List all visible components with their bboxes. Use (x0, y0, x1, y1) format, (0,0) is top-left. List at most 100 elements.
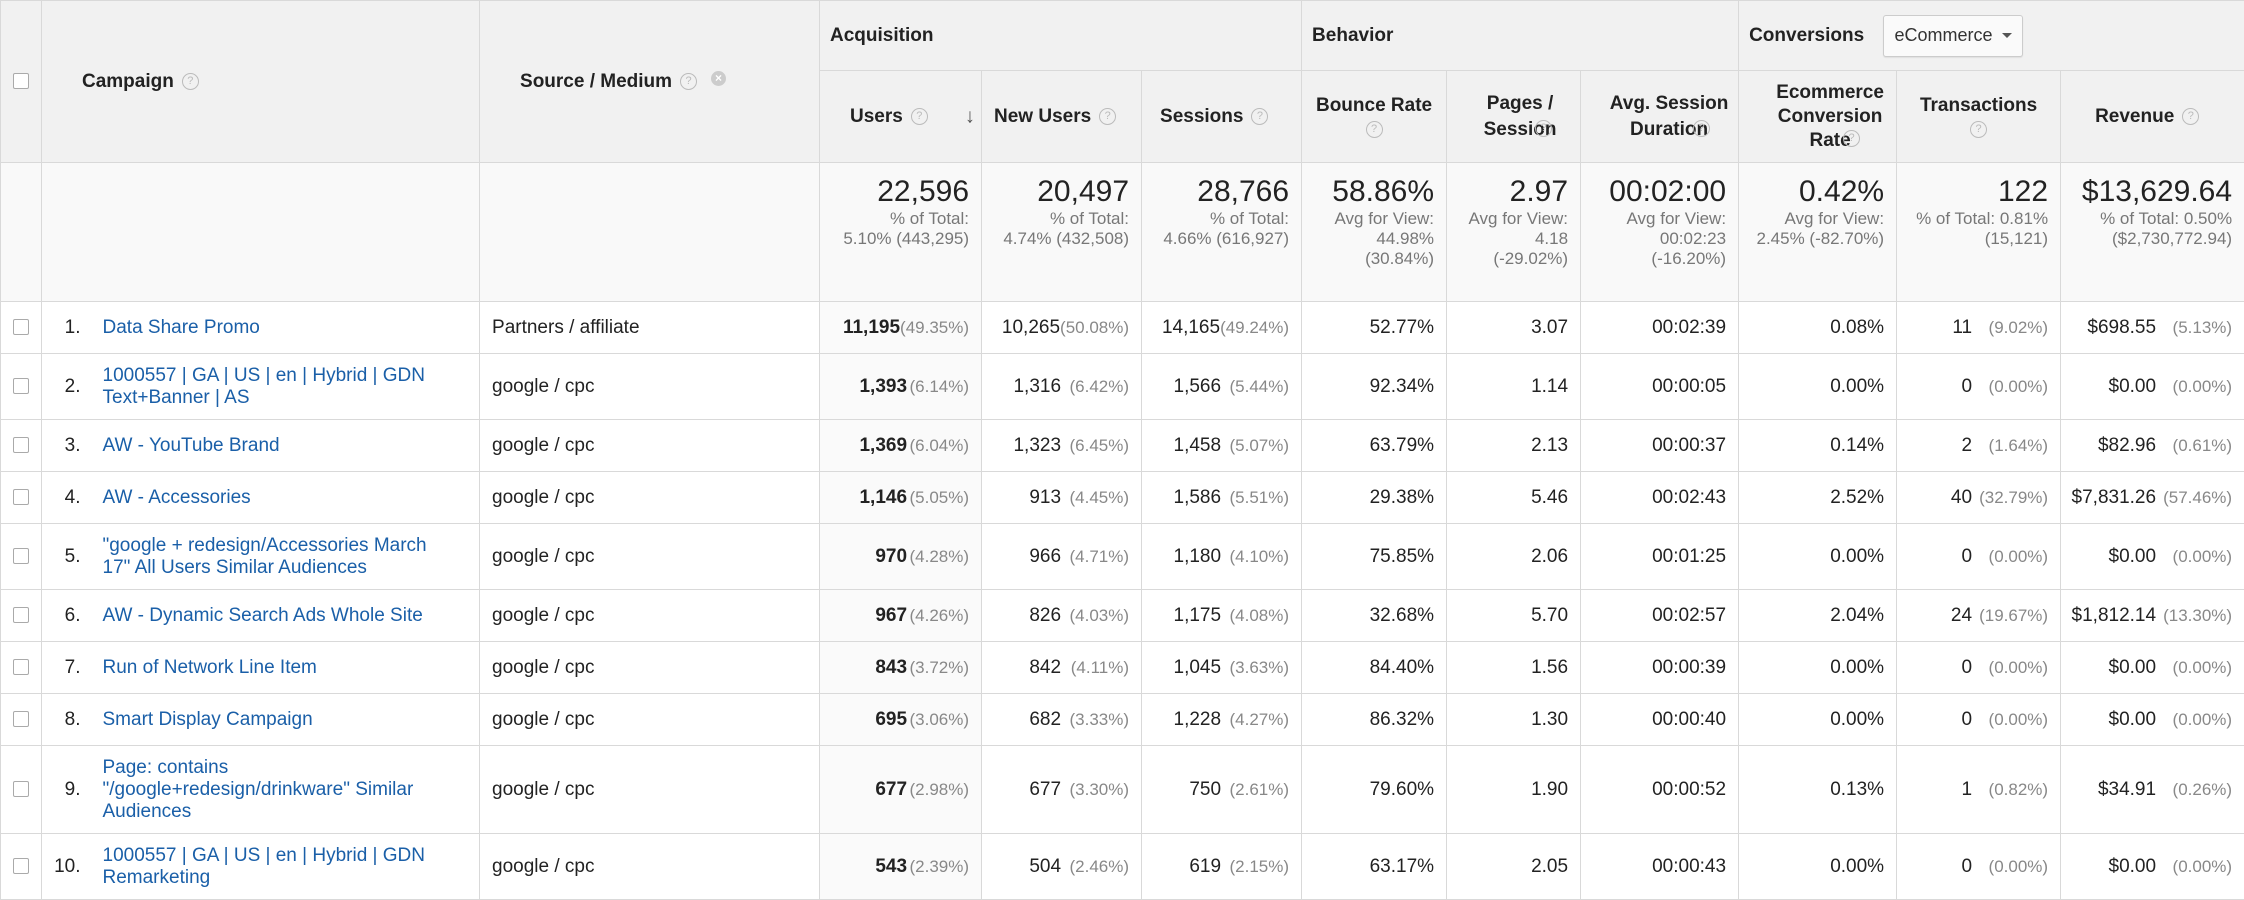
bounce-rate-cell: 75.85% (1302, 524, 1447, 590)
transactions-pct: (0.00%) (1972, 377, 2048, 397)
ecommerce-conversion-rate-header[interactable]: Ecommerce Conversion Rate? (1739, 71, 1897, 163)
users-help-icon[interactable]: ? (911, 108, 928, 125)
transactions-cell: 40(32.79%) (1897, 472, 2061, 524)
transactions-header[interactable]: Transactions? (1897, 71, 2061, 163)
select-all-cell (1, 1, 42, 163)
row-checkbox[interactable] (13, 489, 29, 505)
totals-bounce-rate-value: 58.86% (1302, 175, 1434, 209)
transactions-help-icon[interactable]: ? (1970, 121, 1987, 138)
totals-new-users: 20,497 % of Total: 4.74% (432,508) (982, 163, 1142, 302)
revenue-cell: $0.00(0.00%) (2061, 642, 2244, 694)
transactions-cell: 2(1.64%) (1897, 420, 2061, 472)
sessions-pct: (2.61%) (1221, 780, 1289, 800)
campaign-link[interactable]: Page: contains "/google+redesign/drinkwa… (103, 757, 414, 822)
campaign-link[interactable]: AW - Dynamic Search Ads Whole Site (103, 605, 423, 626)
users-cell: 677(2.98%) (820, 746, 982, 834)
transactions-cell: 0(0.00%) (1897, 642, 2061, 694)
campaign-link[interactable]: Run of Network Line Item (103, 657, 317, 678)
totals-ecommerce-conversion-rate: 0.42% Avg for View: 2.45% (-82.70%) (1739, 163, 1897, 302)
sort-descending-icon[interactable]: ↓ (965, 105, 975, 128)
row-checkbox[interactable] (13, 858, 29, 874)
totals-users: 22,596 % of Total: 5.10% (443,295) (820, 163, 982, 302)
new-users-header-label: New Users (994, 106, 1091, 127)
row-checkbox[interactable] (13, 781, 29, 797)
sessions-cell: 1,566(5.44%) (1142, 354, 1302, 420)
users-cell: 970(4.28%) (820, 524, 982, 590)
campaign-link[interactable]: 1000557 | GA | US | en | Hybrid | GDN Re… (103, 845, 426, 888)
pages-session-header[interactable]: Pages / Session? (1447, 71, 1581, 163)
avg-session-duration-cell: 00:02:39 (1581, 302, 1739, 354)
totals-new-users-value: 20,497 (982, 175, 1129, 209)
row-checkbox[interactable] (13, 548, 29, 564)
conversions-goal-select[interactable]: eCommerce (1883, 15, 2023, 57)
revenue-help-icon[interactable]: ? (2182, 108, 2199, 125)
sessions-cell: 1,175(4.08%) (1142, 590, 1302, 642)
row-index: 2. (42, 354, 103, 420)
revenue-cell: $0.00(0.00%) (2061, 834, 2244, 900)
revenue-cell: $34.91(0.26%) (2061, 746, 2244, 834)
table-row[interactable]: 2.1000557 | GA | US | en | Hybrid | GDN … (1, 354, 2244, 420)
table-row[interactable]: 10.1000557 | GA | US | en | Hybrid | GDN… (1, 834, 2244, 900)
new-users-pct: (4.71%) (1061, 547, 1129, 567)
select-all-checkbox[interactable] (13, 73, 29, 89)
new-users-cell: 913(4.45%) (982, 472, 1142, 524)
sessions-header[interactable]: Sessions? (1142, 71, 1302, 163)
campaign-link[interactable]: "google + redesign/Accessories March 17"… (103, 535, 427, 578)
campaign-help-icon[interactable]: ? (182, 73, 199, 90)
avg-session-duration-header[interactable]: Avg. Session Duration? (1581, 71, 1739, 163)
avg-session-duration-cell: 00:00:39 (1581, 642, 1739, 694)
revenue-value: $0.00 (2109, 709, 2157, 730)
row-checkbox[interactable] (13, 319, 29, 335)
row-checkbox[interactable] (13, 378, 29, 394)
row-index: 6. (42, 590, 103, 642)
pages-session-help-icon[interactable]: ? (1535, 120, 1552, 137)
revenue-pct: (57.46%) (2156, 488, 2232, 508)
totals-empty-cell (1, 163, 42, 302)
sessions-pct: (4.08%) (1221, 606, 1289, 626)
table-row[interactable]: 9.Page: contains "/google+redesign/drink… (1, 746, 2244, 834)
ecommerce-conversion-rate-help-icon[interactable]: ? (1843, 130, 1860, 147)
users-cell: 1,393(6.14%) (820, 354, 982, 420)
campaign-link[interactable]: AW - Accessories (103, 487, 251, 508)
revenue-header[interactable]: Revenue? (2061, 71, 2244, 163)
users-header[interactable]: Users? ↓ (820, 71, 982, 163)
new-users-help-icon[interactable]: ? (1099, 108, 1116, 125)
bounce-rate-header[interactable]: Bounce Rate? (1302, 71, 1447, 163)
remove-dimension-icon[interactable]: × (711, 71, 726, 86)
new-users-pct: (6.42%) (1061, 377, 1129, 397)
campaign-cell: AW - YouTube Brand (103, 420, 480, 472)
row-checkbox[interactable] (13, 659, 29, 675)
totals-ecommerce-conversion-rate-sub: 2.45% (-82.70%) (1739, 229, 1884, 249)
totals-avg-session-duration-sub: (-16.20%) (1581, 249, 1726, 269)
campaign-link[interactable]: 1000557 | GA | US | en | Hybrid | GDN Te… (103, 365, 426, 408)
source-medium-header[interactable]: Source / Medium?× (480, 1, 820, 163)
row-checkbox[interactable] (13, 711, 29, 727)
row-checkbox-cell (1, 302, 42, 354)
sessions-help-icon[interactable]: ? (1251, 108, 1268, 125)
campaign-link[interactable]: AW - YouTube Brand (103, 435, 280, 456)
campaign-link[interactable]: Data Share Promo (103, 317, 260, 338)
source-medium-help-icon[interactable]: ? (680, 73, 697, 90)
bounce-rate-cell: 84.40% (1302, 642, 1447, 694)
new-users-cell: 677(3.30%) (982, 746, 1142, 834)
sessions-value: 750 (1189, 779, 1221, 800)
source-medium-cell: google / cpc (480, 834, 820, 900)
row-checkbox[interactable] (13, 607, 29, 623)
avg-session-duration-cell: 00:00:05 (1581, 354, 1739, 420)
sessions-cell: 1,458(5.07%) (1142, 420, 1302, 472)
new-users-header[interactable]: New Users? (982, 71, 1142, 163)
row-checkbox[interactable] (13, 437, 29, 453)
source-medium-cell: google / cpc (480, 472, 820, 524)
table-row[interactable]: 5."google + redesign/Accessories March 1… (1, 524, 2244, 590)
bounce-rate-help-icon[interactable]: ? (1366, 121, 1383, 138)
campaign-header[interactable]: Campaign? (42, 1, 480, 163)
campaign-link[interactable]: Smart Display Campaign (103, 709, 313, 730)
avg-session-duration-help-icon[interactable]: ? (1693, 120, 1710, 137)
totals-avg-session-duration-value: 00:02:00 (1581, 175, 1726, 209)
